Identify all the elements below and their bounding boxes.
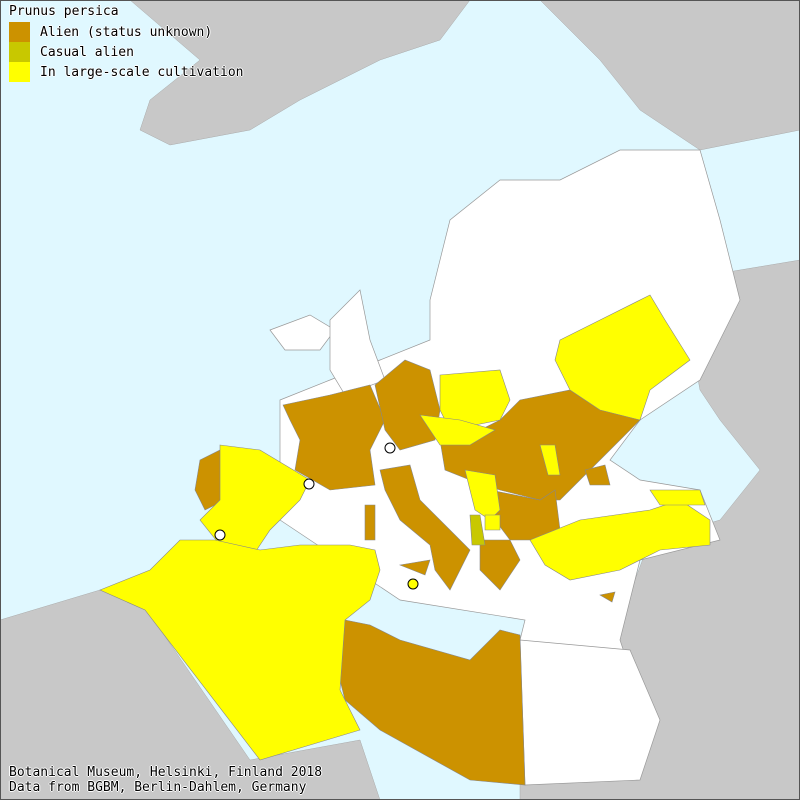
region-libya: [339, 619, 526, 786]
region-caucasus: [649, 489, 706, 506]
credit-line-1: Botanical Museum, Helsinki, Finland 2018: [9, 765, 323, 780]
region-italy: [379, 464, 471, 591]
occurrence-marker: [214, 529, 226, 541]
region-turkey: [529, 499, 711, 581]
occurrence-marker: [407, 578, 419, 590]
legend-item-casual: Casual alien: [9, 42, 244, 62]
occurrence-marker: [384, 442, 396, 454]
credit-line-2: Data from BGBM, Berlin-Dahlem, Germany: [9, 780, 307, 795]
region-sicily: [398, 559, 431, 576]
british-isles-land: [329, 289, 386, 396]
region-crimea: [584, 464, 611, 486]
region-spain: [199, 444, 311, 561]
legend-label: Alien (status unknown): [40, 24, 213, 40]
species-title: Prunus persica: [9, 4, 119, 19]
region-macedonia: [484, 514, 501, 531]
region-cyprus: [599, 591, 616, 603]
region-northwest-africa: [99, 539, 381, 761]
greenland-land: [129, 0, 471, 146]
legend-label: In large-scale cultivation: [40, 64, 244, 80]
region-albania: [469, 514, 486, 546]
arctic-land: [539, 0, 800, 151]
legend: Prunus persica Alien (status unknown) Ca…: [9, 4, 244, 82]
credits: Botanical Museum, Helsinki, Finland 2018…: [9, 765, 322, 795]
iceland-land: [269, 314, 336, 351]
legend-item-cultivation: In large-scale cultivation: [9, 62, 244, 82]
legend-item-alien: Alien (status unknown): [9, 22, 244, 42]
region-poland: [439, 369, 511, 431]
region-moldova: [539, 444, 561, 476]
region-central-russia: [554, 294, 691, 421]
legend-label: Casual alien: [40, 44, 134, 60]
region-france: [282, 384, 386, 491]
legend-swatch: [9, 42, 30, 62]
legend-swatch: [9, 22, 30, 42]
region-czech-slovakia: [419, 414, 496, 446]
occurrence-marker: [303, 478, 315, 490]
region-greece: [479, 539, 521, 591]
legend-swatch: [9, 62, 30, 82]
region-sardinia: [364, 504, 376, 541]
